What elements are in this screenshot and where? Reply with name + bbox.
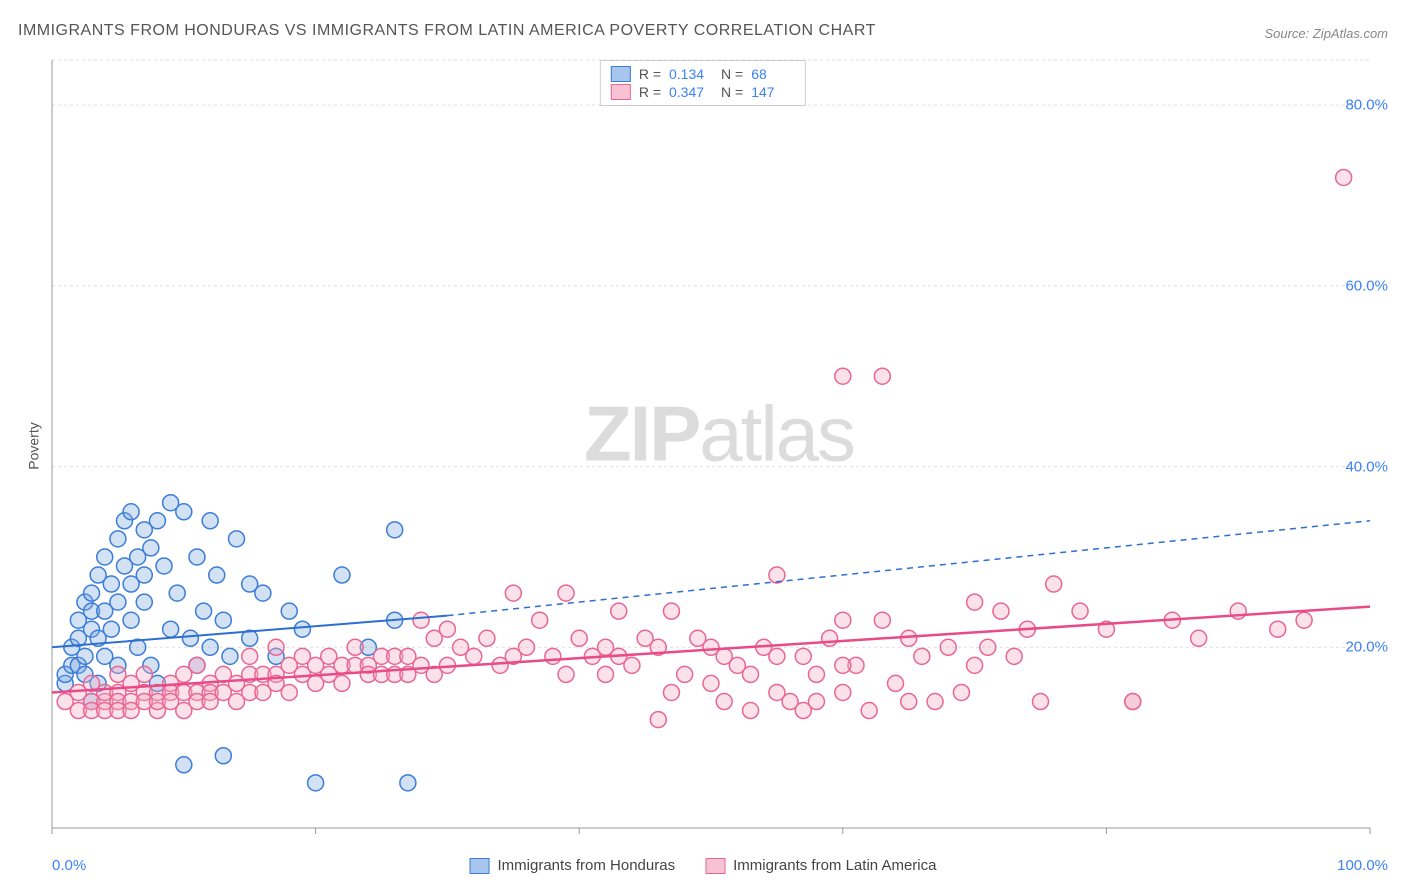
legend-row-latin: R = 0.347 N = 147: [611, 83, 795, 101]
r-value-latin: 0.347: [669, 84, 713, 100]
r-label: R =: [639, 66, 661, 82]
y-tick-label: 80.0%: [1345, 97, 1388, 114]
scatter-chart-svg: [50, 58, 1388, 842]
legend-item-honduras: Immigrants from Honduras: [470, 857, 676, 874]
n-value-honduras: 68: [751, 66, 795, 82]
source-label: Source: ZipAtlas.com: [1264, 26, 1388, 41]
y-tick-label: 60.0%: [1345, 277, 1388, 294]
swatch-bot-honduras: [470, 858, 490, 874]
swatch-honduras: [611, 66, 631, 82]
legend-label-honduras: Immigrants from Honduras: [498, 857, 676, 874]
chart-area: ZIPatlas 20.0%40.0%60.0%80.0%: [50, 58, 1388, 842]
y-tick-label: 40.0%: [1345, 458, 1388, 475]
legend-row-honduras: R = 0.134 N = 68: [611, 65, 795, 83]
chart-title: IMMIGRANTS FROM HONDURAS VS IMMIGRANTS F…: [18, 22, 876, 40]
correlation-legend: R = 0.134 N = 68 R = 0.347 N = 147: [600, 60, 806, 106]
n-label: N =: [721, 66, 743, 82]
r-label: R =: [639, 84, 661, 100]
x-axis-min-label: 0.0%: [52, 857, 86, 874]
r-value-honduras: 0.134: [669, 66, 713, 82]
legend-label-latin: Immigrants from Latin America: [733, 857, 936, 874]
legend-item-latin: Immigrants from Latin America: [705, 857, 936, 874]
y-tick-label: 20.0%: [1345, 639, 1388, 656]
n-label: N =: [721, 84, 743, 100]
x-axis-max-label: 100.0%: [1337, 857, 1388, 874]
swatch-latin: [611, 84, 631, 100]
y-axis-label: Poverty: [26, 422, 42, 469]
series-legend: Immigrants from Honduras Immigrants from…: [470, 857, 937, 874]
n-value-latin: 147: [751, 84, 795, 100]
swatch-bot-latin: [705, 858, 725, 874]
